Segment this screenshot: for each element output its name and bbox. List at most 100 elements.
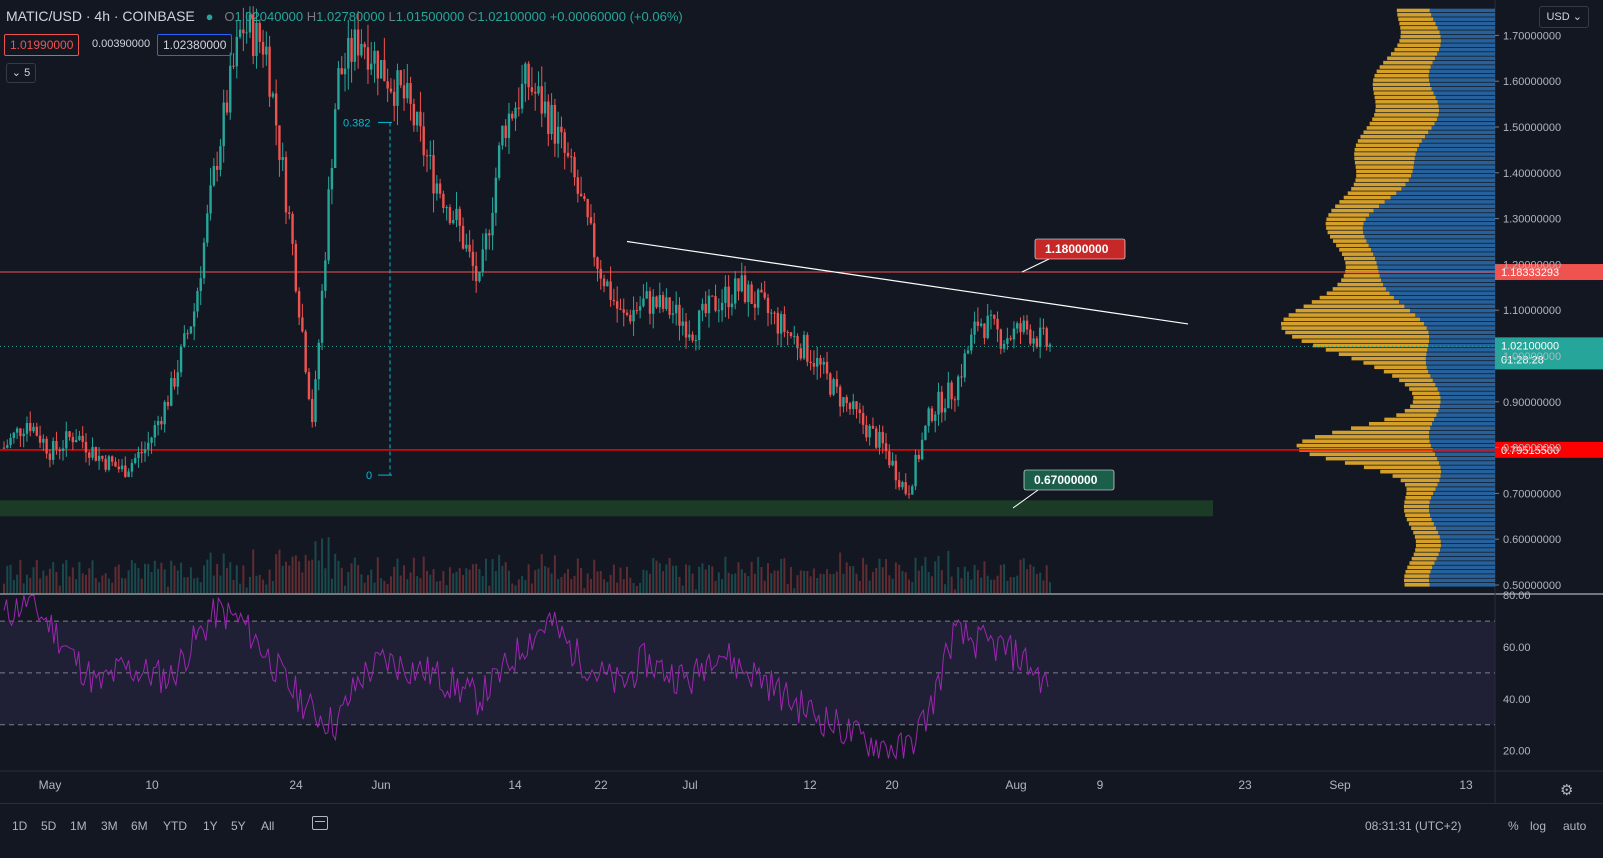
volume-bar xyxy=(753,573,756,594)
y-tick-label: 1.30000000 xyxy=(1503,214,1561,226)
candle-body xyxy=(901,482,904,488)
rsi-tick-label: 20.00 xyxy=(1503,746,1531,758)
percent-toggle[interactable]: % xyxy=(1508,819,1519,833)
volume-profile-bar xyxy=(1439,535,1495,539)
volume-bar xyxy=(576,558,579,594)
volume-bar xyxy=(209,552,212,594)
candle-body xyxy=(376,50,380,79)
candle-body xyxy=(422,126,425,156)
volume-profile-bar xyxy=(1431,86,1495,91)
candle-body xyxy=(848,403,852,410)
volume-bar xyxy=(688,565,691,594)
volume-bar xyxy=(317,560,320,594)
candle-body xyxy=(88,452,91,458)
currency-select[interactable]: USD ⌄ xyxy=(1539,6,1589,28)
x-tick-label: Jul xyxy=(682,778,697,792)
volume-bar xyxy=(789,566,792,594)
rsi-line xyxy=(3,594,1049,760)
candle-body xyxy=(173,378,176,387)
timeframe-1y[interactable]: 1Y xyxy=(203,819,218,833)
volume-bar xyxy=(875,567,878,594)
timeframe-5y[interactable]: 5Y xyxy=(231,819,246,833)
volume-profile-bar xyxy=(1354,160,1415,165)
volume-profile-bar xyxy=(1439,461,1495,465)
volume-bar xyxy=(127,570,130,594)
volume-profile-bar xyxy=(1283,317,1421,322)
candle-body xyxy=(504,125,507,139)
timeframe-3m[interactable]: 3M xyxy=(101,819,118,833)
volume-profile-bar xyxy=(1389,291,1495,296)
candle-body xyxy=(753,303,757,308)
price-level-label: 0.79515500 xyxy=(1501,445,1559,457)
volume-bar xyxy=(330,578,333,594)
gear-icon[interactable]: ⚙ xyxy=(1560,782,1574,799)
clock[interactable]: 08:31:31 (UTC+2) xyxy=(1365,819,1462,833)
volume-bar xyxy=(511,583,514,594)
log-toggle[interactable]: log xyxy=(1530,819,1547,833)
trendline[interactable] xyxy=(626,240,1189,325)
volume-bar xyxy=(268,569,271,594)
volume-profile-bar xyxy=(1424,134,1495,139)
candle-body xyxy=(573,156,576,178)
candle-body xyxy=(111,456,114,462)
volume-bar xyxy=(652,557,655,594)
volume-bar xyxy=(662,571,665,594)
calendar-icon[interactable] xyxy=(312,816,328,830)
volume-bar xyxy=(494,571,497,594)
volume-profile-bar xyxy=(1338,352,1427,356)
timeframe-6m[interactable]: 6M xyxy=(131,819,148,833)
timeframe-all[interactable]: All xyxy=(261,819,275,833)
timeframe-1d[interactable]: 1D xyxy=(12,819,28,833)
candle-body xyxy=(97,455,101,461)
candle-body xyxy=(19,428,22,437)
candle-body xyxy=(38,435,42,443)
volume-profile-bar xyxy=(1364,234,1495,239)
symbol-title[interactable]: MATIC/USD · 4h · COINBASE xyxy=(6,8,195,24)
buy-price-box[interactable]: 1.02380000 xyxy=(157,34,233,56)
price-chart[interactable]: 1.18333293 0.79515500 1.02100000 01:28:28 0.… xyxy=(0,0,1603,803)
auto-toggle[interactable]: auto xyxy=(1563,819,1587,833)
volume-bar xyxy=(225,568,228,594)
volume-bar xyxy=(793,588,796,594)
candle-body xyxy=(393,91,396,106)
price-label-box xyxy=(1495,264,1603,281)
volume-profile-bar xyxy=(1415,543,1441,548)
volume-profile-bar xyxy=(1332,239,1367,243)
volume-profile-bar xyxy=(1413,395,1441,400)
volume-profile-bar xyxy=(1363,221,1495,226)
candle-body xyxy=(993,314,996,319)
candle-body xyxy=(370,63,373,70)
timeframe-ytd[interactable]: YTD xyxy=(163,819,187,833)
volume-profile-bar xyxy=(1427,348,1495,352)
volume-bar xyxy=(186,577,189,594)
volume-profile-bar xyxy=(1429,578,1495,583)
volume-profile-bar xyxy=(1373,208,1495,213)
volume-profile-bar xyxy=(1430,426,1495,430)
timeframe-1m[interactable]: 1M xyxy=(70,819,87,833)
candle-body xyxy=(81,435,84,442)
volume-bar xyxy=(278,549,281,594)
volume-bar xyxy=(557,579,560,594)
timeframe-5d[interactable]: 5D xyxy=(41,819,57,833)
volume-profile-bar xyxy=(1360,134,1425,139)
candle-body xyxy=(274,93,278,126)
candle-body xyxy=(586,199,589,218)
candle-body xyxy=(140,452,143,454)
sell-price-box[interactable]: 1.01990000 xyxy=(4,34,80,56)
legend-toggle-icon[interactable]: ● xyxy=(205,9,214,24)
candle-body xyxy=(238,29,242,37)
price-callout[interactable] xyxy=(1034,238,1126,260)
volume-profile-bar xyxy=(1356,169,1413,174)
volume-profile-bar xyxy=(1375,104,1439,108)
candle-body xyxy=(71,437,75,443)
indicator-collapse-button[interactable]: ⌄ 5 xyxy=(6,63,36,83)
candle-body xyxy=(674,304,678,314)
volume-bar xyxy=(71,567,74,594)
volume-bar xyxy=(475,563,478,594)
volume-bar xyxy=(937,556,940,594)
candle-body xyxy=(127,471,130,477)
price-callout[interactable] xyxy=(1023,469,1115,491)
volume-bar xyxy=(776,570,779,594)
volume-profile-bar xyxy=(1437,456,1495,461)
support-zone[interactable] xyxy=(0,500,1213,517)
